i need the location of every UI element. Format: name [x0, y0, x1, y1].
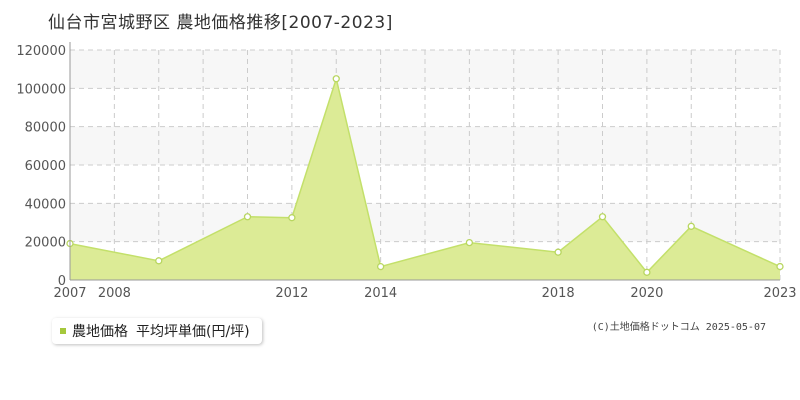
- data-point: [243, 213, 252, 221]
- x-tick-label: 2012: [275, 286, 308, 301]
- y-tick-label: 100000: [16, 82, 66, 97]
- data-point: [288, 214, 296, 222]
- x-tick-label: 2023: [763, 286, 796, 301]
- data-point: [776, 262, 784, 271]
- chart-title: 仙台市宮城野区 農地価格推移[2007-2023]: [48, 13, 393, 33]
- legend-unit-label: 平均坪単価(円/坪): [136, 324, 250, 340]
- legend-swatch: [60, 328, 66, 334]
- y-tick-label: 120000: [16, 44, 66, 59]
- series-line: [69, 75, 781, 274]
- data-point: [554, 248, 562, 256]
- y-tick-label: 80000: [25, 121, 66, 136]
- y-tick-label: 0: [58, 274, 66, 289]
- x-tick-label: 2020: [630, 286, 663, 301]
- x-tick-label: 2008: [98, 286, 131, 301]
- data-point: [687, 222, 695, 230]
- series-area: [70, 78, 780, 280]
- legend: 農地価格 平均坪単価(円/坪): [52, 318, 262, 344]
- y-tick-label: 60000: [25, 159, 66, 174]
- data-point: [643, 268, 651, 276]
- data-point: [376, 262, 385, 271]
- data-point: [155, 257, 163, 265]
- x-tick-label: 2014: [364, 286, 397, 301]
- x-tick-label: 2018: [542, 286, 575, 301]
- y-tick-label: 20000: [25, 236, 66, 251]
- y-tick-label: 40000: [25, 197, 66, 212]
- legend-series-label: 農地価格: [72, 324, 128, 340]
- data-point: [332, 75, 340, 83]
- x-tick-label: 2007: [53, 286, 86, 301]
- data-point: [465, 238, 474, 247]
- copyright-text: (C)土地価格ドットコム 2025-05-07: [591, 322, 766, 333]
- data-point: [598, 213, 607, 221]
